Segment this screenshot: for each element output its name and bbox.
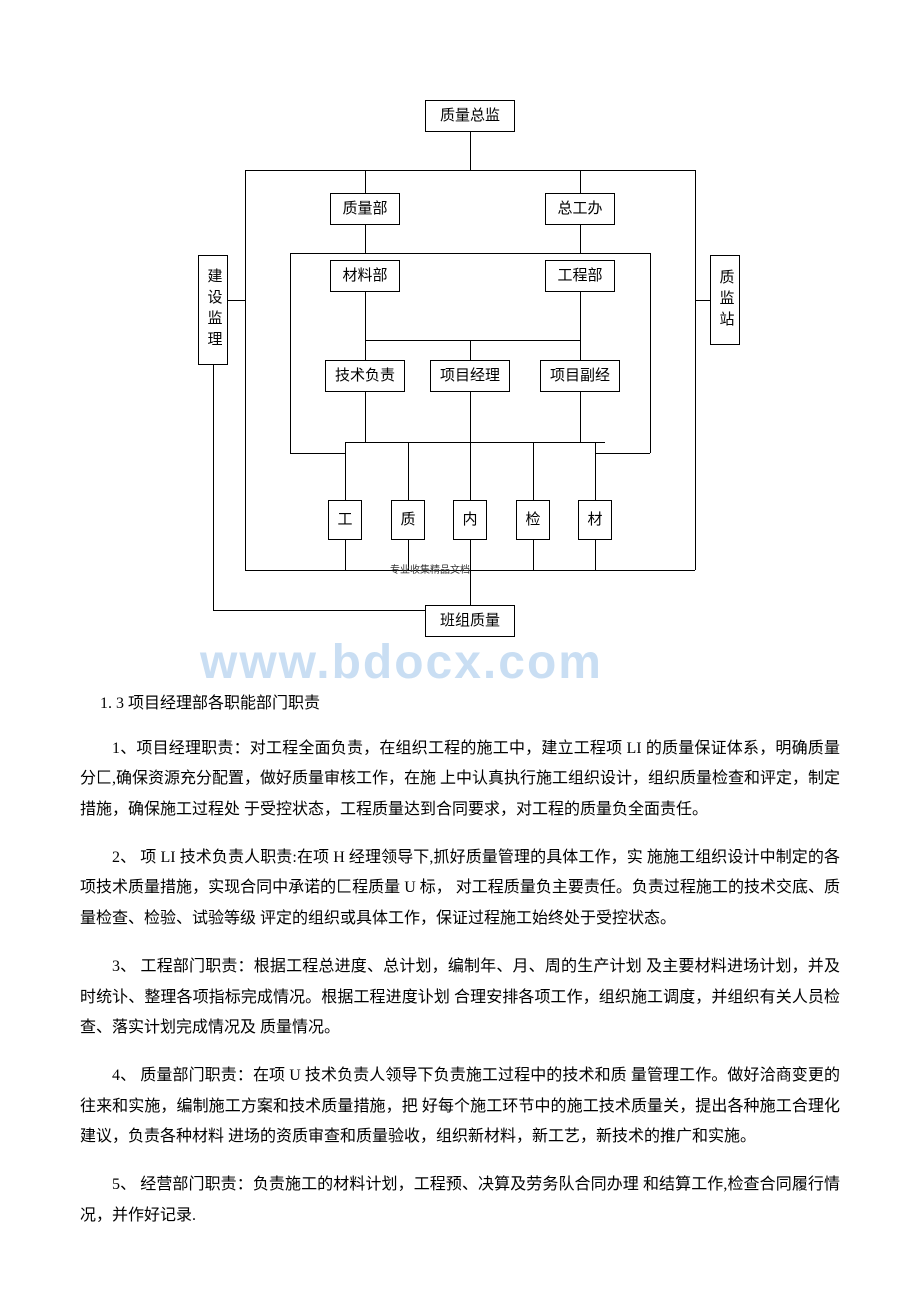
node-l5-d: 检 [516,500,550,540]
node-side-right: 质监站 [710,255,740,345]
paragraph-3: 3、 工程部门职责：根据工程总进度、总计划，编制年、月、周的生产计划 及主要材料… [80,952,840,1043]
org-chart-diagram: 质量总监 质量部 总工办 材料部 工程部 建设监理 质监站 技术负责 项目经理 … [190,100,730,670]
node-l4-c: 项目副经 [540,360,620,392]
small-label: 专业收集精品文档 [390,562,470,580]
node-side-left: 建设监理 [198,255,228,365]
node-bottom: 班组质量 [425,605,515,637]
node-l2-left: 质量部 [330,193,400,225]
paragraph-4: 4、 质量部门职责：在项 U 技术负责人领导下负责施工过程中的技术和质 量管理工… [80,1061,840,1152]
node-top: 质量总监 [425,100,515,132]
node-l5-a: 工 [328,500,362,540]
node-l3-left: 材料部 [330,260,400,292]
node-l3-right: 工程部 [545,260,615,292]
section-heading: 1. 3 项目经理部各职能部门职责 [100,690,860,719]
node-l4-b: 项目经理 [430,360,510,392]
node-l5-c: 内 [453,500,487,540]
paragraph-2: 2、 项 LI 技术负责人职责:在项 H 经理领导下,抓好质量管理的具体工作，实… [80,843,840,934]
paragraph-1: 1、项目经理职责：对工程全面负责，在组织工程的施工中，建立工程项 LI 的质量保… [80,734,840,825]
node-l5-b: 质 [391,500,425,540]
node-l5-e: 材 [578,500,612,540]
paragraph-5: 5、 经营部门职责：负责施工的材料计划，工程预、决算及劳务队合同办理 和结算工作… [80,1170,840,1231]
node-l4-a: 技术负责 [325,360,405,392]
node-l2-right: 总工办 [545,193,615,225]
